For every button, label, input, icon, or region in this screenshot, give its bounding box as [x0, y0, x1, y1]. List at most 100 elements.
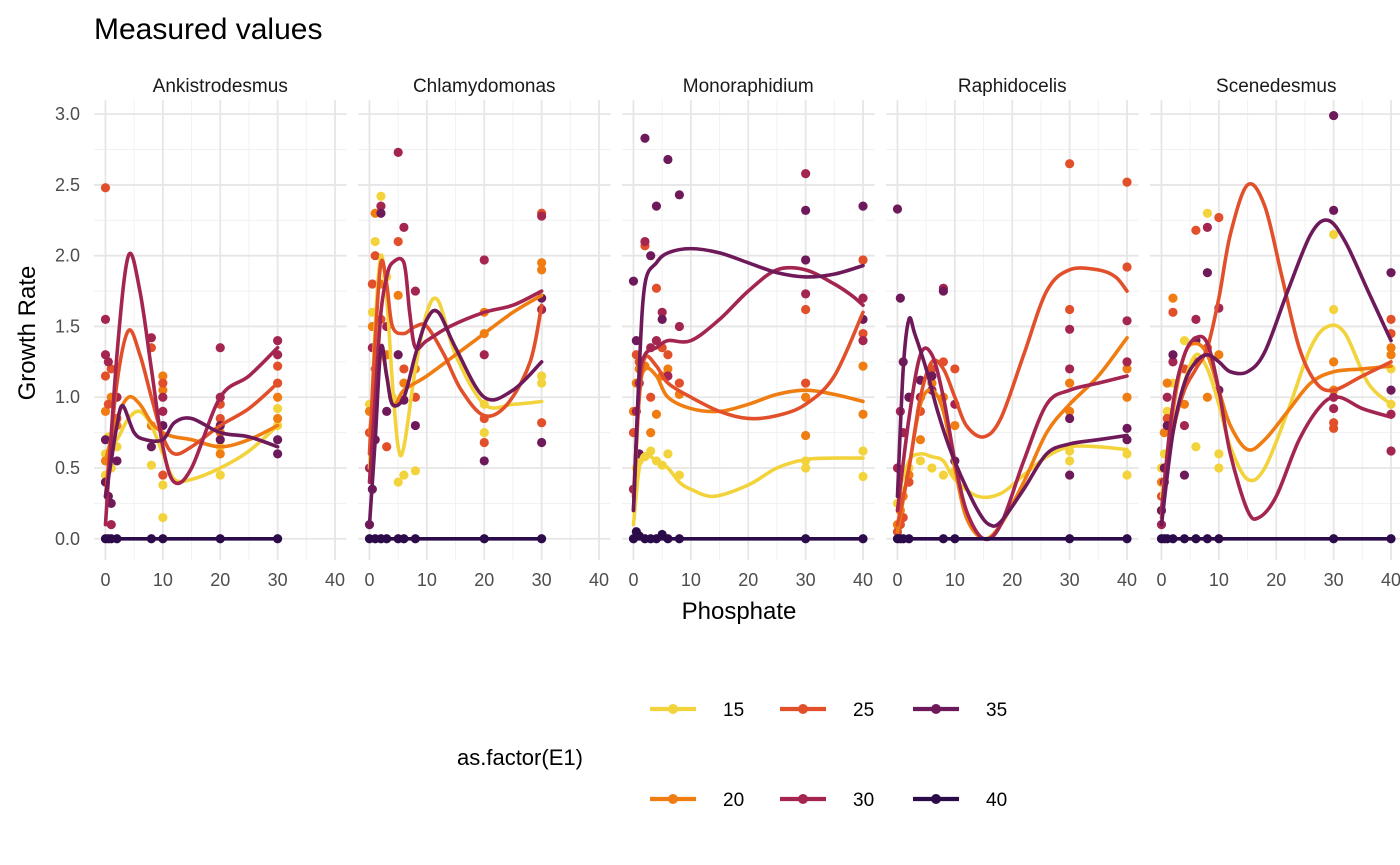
- data-point-e1-35: [1386, 268, 1396, 278]
- panel-scenedesmus: Scenedesmus 0 10 20 30 40: [1150, 76, 1400, 590]
- smooth-line-e1-30: [367, 256, 544, 484]
- data-point-e1-30: [1386, 446, 1396, 456]
- data-point-e1-25: [858, 328, 868, 339]
- x-tick-label: 20: [1002, 570, 1022, 590]
- x-tick-label: 40: [853, 570, 873, 590]
- data-point-e1-15: [1162, 406, 1172, 416]
- x-tick-label: 10: [681, 570, 701, 590]
- data-point-e1-20: [1329, 357, 1339, 367]
- data-point-e1-15: [1329, 304, 1339, 315]
- data-point-e1-15: [1122, 470, 1132, 480]
- smooth-line-e1-25: [367, 258, 544, 456]
- data-point-e1-30: [801, 289, 811, 299]
- data-point-e1-25: [479, 437, 489, 448]
- chart-title: Measured values: [94, 13, 322, 46]
- data-point-e1-25: [1122, 177, 1132, 187]
- data-point-e1-35: [631, 336, 641, 346]
- data-point-e1-25: [801, 378, 811, 388]
- panel-monoraphidium: Monoraphidium 0 10 20 30 40: [622, 76, 875, 590]
- data-point-e1-25: [158, 378, 168, 388]
- data-point-e1-30: [103, 357, 113, 367]
- data-point-e1-20: [651, 409, 662, 419]
- data-point-e1-20: [215, 449, 225, 459]
- data-point-e1-20: [1122, 364, 1132, 374]
- data-point-e1-25: [663, 350, 673, 360]
- data-point-e1-35: [801, 205, 811, 215]
- data-point-e1-35: [1386, 385, 1396, 395]
- legend-key-point: [931, 794, 941, 804]
- data-point-e1-15: [801, 463, 811, 473]
- legend-item-20: 20: [650, 790, 744, 811]
- data-point-e1-20: [537, 258, 547, 268]
- data-point-e1-15: [158, 512, 168, 523]
- data-point-e1-35: [1168, 350, 1178, 360]
- data-point-e1-25: [1191, 225, 1201, 235]
- data-point-e1-25: [1329, 418, 1339, 428]
- data-point-e1-25: [1386, 314, 1396, 324]
- data-point-e1-35: [215, 435, 225, 445]
- x-tick-label: 10: [1209, 570, 1229, 590]
- data-point-e1-15: [393, 477, 403, 487]
- legend-key-point: [798, 704, 808, 714]
- data-point-e1-30: [158, 392, 168, 402]
- y-tick-label: 1.0: [55, 387, 80, 407]
- smooth-line-e1-35: [1159, 218, 1393, 527]
- data-point-e1-30: [1202, 222, 1212, 232]
- facet-label: Ankistrodesmus: [153, 76, 288, 97]
- x-tick-label: 20: [1266, 570, 1286, 590]
- data-point-e1-35: [674, 190, 684, 200]
- data-point-e1-30: [674, 321, 684, 332]
- data-point-e1-15: [927, 463, 937, 473]
- smooth-line-e1-25: [1159, 182, 1393, 520]
- data-point-e1-15: [537, 378, 547, 388]
- data-point-e1-30: [479, 350, 489, 360]
- panel-data: [364, 147, 547, 544]
- data-point-e1-30: [215, 343, 225, 353]
- data-point-e1-35: [628, 276, 639, 286]
- data-point-e1-15: [158, 480, 168, 490]
- data-point-e1-20: [915, 435, 926, 445]
- data-point-e1-35: [393, 350, 403, 360]
- legend-item-25: 25: [780, 700, 874, 721]
- data-point-e1-15: [537, 371, 547, 381]
- smooth-line-e1-30: [103, 251, 280, 527]
- data-point-e1-25: [1214, 212, 1224, 223]
- legend-item-40: 40: [913, 790, 1007, 811]
- smooth-line-e1-35: [895, 316, 1129, 528]
- data-point-e1-15: [858, 446, 868, 456]
- data-point-e1-20: [1214, 350, 1224, 360]
- data-point-e1-25: [1065, 159, 1075, 169]
- y-tick-label: 2.0: [55, 246, 80, 266]
- legend-item-15: 15: [650, 700, 744, 721]
- data-point-e1-35: [1202, 268, 1212, 278]
- data-point-e1-20: [1168, 293, 1178, 303]
- panels: Ankistrodesmus 0 10 20 30 40 0.0 0.5 1.0 1.5 2.0 2.…: [55, 76, 1400, 590]
- data-point-e1-20: [1159, 428, 1169, 438]
- data-point-e1-30: [399, 222, 409, 232]
- data-point-e1-20: [1386, 343, 1396, 353]
- data-point-e1-35: [100, 435, 111, 445]
- x-tick-label: 40: [1117, 570, 1137, 590]
- data-point-e1-35: [938, 286, 948, 296]
- x-tick-label: 30: [532, 570, 552, 590]
- data-point-e1-25: [1122, 262, 1132, 272]
- x-tick-label: 10: [945, 570, 965, 590]
- data-point-e1-35: [1122, 423, 1132, 433]
- panel-ankistrodesmus: Ankistrodesmus 0 10 20 30 40 0.0 0.5 1.0 1.5 2.0 2.…: [55, 76, 347, 590]
- x-tick-label: 0: [1156, 570, 1166, 590]
- data-point-e1-25: [399, 364, 409, 374]
- data-point-e1-35: [1329, 205, 1339, 215]
- data-point-e1-30: [858, 336, 868, 346]
- data-point-e1-25: [651, 283, 662, 293]
- legend-key-point: [668, 794, 678, 804]
- y-tick-label: 0.5: [55, 458, 80, 478]
- panel-data: [892, 159, 1132, 544]
- data-point-e1-35: [892, 204, 903, 214]
- smooth-line-e1-30: [631, 265, 865, 513]
- data-point-e1-30: [158, 406, 168, 416]
- smooth-line-e1-35: [103, 403, 280, 499]
- x-tick-label: 20: [474, 570, 494, 590]
- data-point-e1-25: [1168, 307, 1178, 317]
- data-point-e1-35: [651, 201, 662, 211]
- data-point-e1-25: [370, 251, 380, 261]
